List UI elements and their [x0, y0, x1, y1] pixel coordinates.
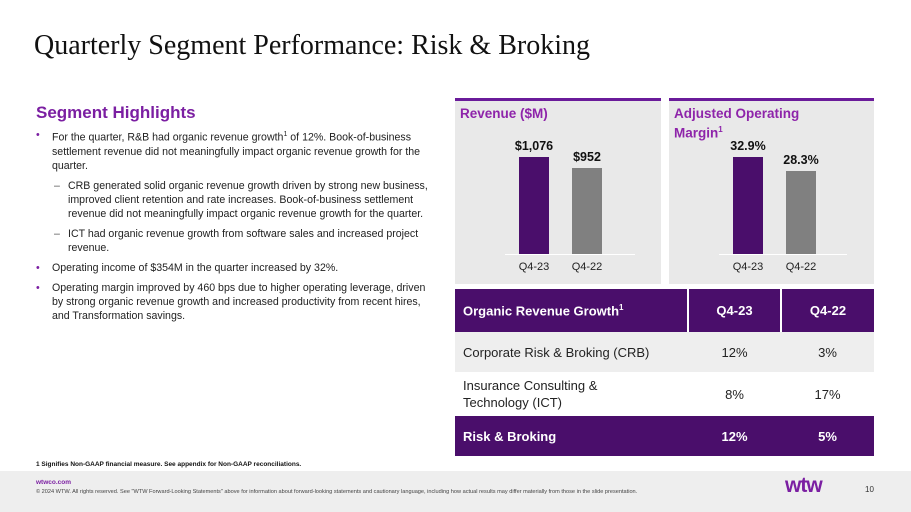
chart-bar — [519, 157, 549, 254]
footnote-marker: 1 — [718, 125, 723, 134]
bar-category-label: Q4-23 — [518, 261, 550, 273]
row-value-q423: 12% — [688, 332, 781, 372]
highlight-subbullet: – CRB generated solid organic revenue gr… — [36, 179, 436, 221]
footnote-marker: 1 — [283, 131, 288, 138]
bar-category-label: Q4-22 — [785, 261, 817, 273]
chart-baseline — [719, 254, 847, 255]
wtw-logo: wtw — [785, 474, 823, 497]
highlight-text: ICT had organic revenue growth from soft… — [68, 227, 419, 254]
margin-title-line2: Margin — [674, 125, 719, 141]
bar-value-label: $1,076 — [514, 139, 554, 153]
highlight-bullet: • For the quarter, R&B had organic reven… — [36, 128, 436, 173]
bullet-marker: • — [36, 129, 40, 141]
bullet-marker: • — [36, 281, 40, 294]
highlight-subbullet: – ICT had organic revenue growth from so… — [36, 227, 436, 255]
organic-growth-table: Organic Revenue Growth1 Q4-23 Q4-22 Corp… — [455, 289, 874, 456]
bar-category-label: Q4-22 — [571, 261, 603, 273]
total-value-q423: 12% — [688, 416, 781, 456]
total-value-q422: 5% — [781, 416, 874, 456]
highlight-bullet: • Operating income of $354M in the quart… — [36, 261, 436, 275]
highlights-list: • For the quarter, R&B had organic reven… — [36, 128, 436, 329]
dash-marker: – — [54, 179, 60, 192]
bar-value-label: 32.9% — [730, 139, 766, 153]
highlights-heading: Segment Highlights — [36, 103, 196, 122]
table-header-row: Organic Revenue Growth1 Q4-23 Q4-22 — [455, 289, 874, 332]
table-total-row: Risk & Broking 12% 5% — [455, 416, 874, 456]
chart-baseline — [505, 254, 635, 255]
row-value-q422: 17% — [814, 386, 841, 402]
margin-chart-panel: Adjusted Operating Margin1 32.9% Q4-23 28.… — [669, 98, 874, 284]
table-header-q422: Q4-22 — [781, 289, 874, 332]
highlight-text: Operating margin improved by 460 bps due… — [52, 281, 426, 322]
table-header-q423: Q4-23 — [688, 289, 782, 332]
margin-chart-title: Adjusted Operating Margin1 — [674, 106, 799, 142]
row-value-q422: 3% — [781, 332, 874, 372]
chart-bar — [733, 157, 763, 254]
bar-category-label: Q4-23 — [732, 261, 764, 273]
highlight-text: of 12%. Book-of-business settlement reve… — [52, 131, 421, 172]
margin-title-line1: Adjusted Operating — [674, 106, 800, 121]
page-title: Quarterly Segment Performance: Risk & Br… — [34, 30, 590, 61]
row-label: Insurance Consulting & Technology (ICT) — [463, 378, 598, 410]
dash-marker: – — [54, 227, 60, 240]
highlight-bullet: • Operating margin improved by 460 bps d… — [36, 281, 436, 323]
page-number: 10 — [865, 485, 874, 494]
highlight-text: CRB generated solid organic revenue grow… — [68, 179, 428, 220]
footer-legal-text: © 2024 WTW. All rights reserved. See "WT… — [36, 489, 638, 495]
highlight-text: For the quarter, R&B had organic revenue… — [52, 131, 284, 144]
table-header-label: Organic Revenue Growth1 — [455, 289, 689, 332]
table-row: Insurance Consulting & Technology (ICT) 8… — [455, 372, 874, 416]
chart-bar — [786, 171, 816, 254]
revenue-chart-title: Revenue ($M) — [460, 106, 548, 121]
row-label: Corporate Risk & Broking (CRB) — [455, 332, 688, 372]
highlight-text: Operating income of $354M in the quarter… — [52, 261, 339, 274]
row-value-q423: 8% — [725, 386, 744, 402]
revenue-chart-panel: Revenue ($M) $1,076 Q4-23 $952 Q4-22 — [455, 98, 661, 284]
bar-value-label: $952 — [573, 150, 601, 164]
table-row: Corporate Risk & Broking (CRB) 12% 3% — [455, 332, 874, 372]
total-label: Risk & Broking — [455, 416, 688, 456]
footnote: 1 Signifies Non-GAAP financial measure. … — [36, 461, 302, 468]
footer: wtwco.com © 2024 WTW. All rights reserve… — [0, 471, 911, 512]
footer-site-link[interactable]: wtwco.com — [36, 479, 72, 486]
bullet-marker: • — [36, 261, 40, 274]
chart-bar — [572, 168, 602, 254]
bar-value-label: 28.3% — [783, 153, 819, 167]
